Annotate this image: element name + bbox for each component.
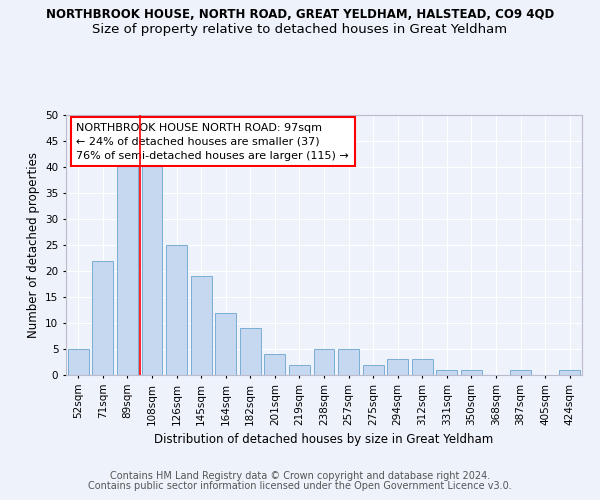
Bar: [215, 312, 236, 375]
Bar: [387, 360, 408, 375]
Bar: [240, 328, 261, 375]
Bar: [461, 370, 482, 375]
Text: NORTHBROOK HOUSE, NORTH ROAD, GREAT YELDHAM, HALSTEAD, CO9 4QD: NORTHBROOK HOUSE, NORTH ROAD, GREAT YELD…: [46, 8, 554, 20]
Bar: [117, 162, 138, 375]
Text: NORTHBROOK HOUSE NORTH ROAD: 97sqm
← 24% of detached houses are smaller (37)
76%: NORTHBROOK HOUSE NORTH ROAD: 97sqm ← 24%…: [76, 123, 349, 161]
Bar: [265, 354, 286, 375]
X-axis label: Distribution of detached houses by size in Great Yeldham: Distribution of detached houses by size …: [154, 433, 494, 446]
Bar: [314, 349, 334, 375]
Bar: [68, 349, 89, 375]
Bar: [338, 349, 359, 375]
Y-axis label: Number of detached properties: Number of detached properties: [26, 152, 40, 338]
Text: Size of property relative to detached houses in Great Yeldham: Size of property relative to detached ho…: [92, 22, 508, 36]
Bar: [412, 360, 433, 375]
Bar: [191, 276, 212, 375]
Text: Contains HM Land Registry data © Crown copyright and database right 2024.: Contains HM Land Registry data © Crown c…: [110, 471, 490, 481]
Bar: [142, 162, 163, 375]
Bar: [362, 364, 383, 375]
Bar: [289, 364, 310, 375]
Bar: [436, 370, 457, 375]
Bar: [510, 370, 531, 375]
Text: Contains public sector information licensed under the Open Government Licence v3: Contains public sector information licen…: [88, 481, 512, 491]
Bar: [559, 370, 580, 375]
Bar: [166, 245, 187, 375]
Bar: [92, 260, 113, 375]
